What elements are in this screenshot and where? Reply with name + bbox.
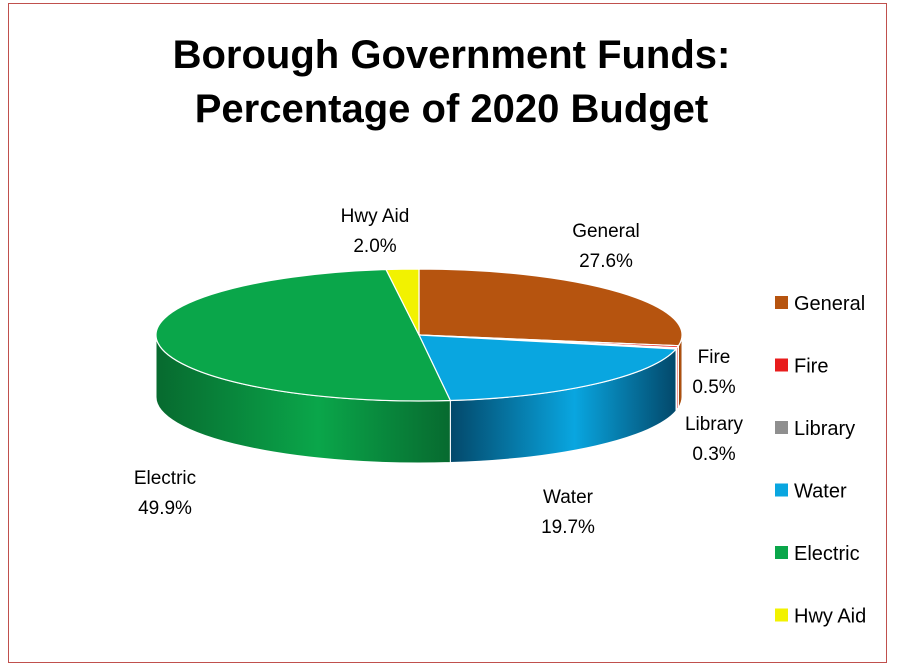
pie-slice-hwy-aid (385, 268, 420, 336)
legend-label-library: Library (794, 418, 855, 440)
chart-title-line-1: Borough Government Funds: (172, 33, 731, 77)
data-label-value-library: 0.3% (692, 444, 735, 465)
legend-label-fire: Fire (794, 356, 828, 378)
data-label-name-electric: Electric (134, 468, 196, 489)
legend: General Fire Library Water Electric Hwy Aid (775, 293, 866, 628)
legend-swatch-water (775, 483, 788, 497)
data-label-name-fire: Fire (698, 347, 731, 368)
pie-slice-electric (155, 268, 452, 402)
legend-label-hwy-aid: Hwy Aid (794, 606, 866, 628)
legend-swatch-library (775, 421, 788, 434)
legend-label-water: Water (794, 481, 847, 503)
data-label-value-fire: 0.5% (692, 377, 735, 398)
data-label-value-general: 27.6% (579, 251, 633, 272)
pie-plot-area (155, 268, 683, 464)
data-label-name-water: Water (543, 487, 594, 508)
legend-swatch-general (775, 296, 788, 309)
data-label-name-general: General (572, 221, 640, 242)
data-label-name-hwy-aid: Hwy Aid (341, 206, 410, 227)
data-label-value-water: 19.7% (541, 517, 595, 538)
legend-swatch-hwy-aid (775, 608, 788, 622)
chart-title: Borough Government Funds: Percentage of … (0, 28, 903, 136)
legend-swatch-fire (775, 358, 788, 372)
data-label-name-library: Library (685, 414, 744, 435)
data-label-value-electric: 49.9% (138, 498, 192, 519)
legend-label-general: General (794, 293, 865, 315)
chart-title-line-2: Percentage of 2020 Budget (194, 87, 709, 131)
legend-swatch-electric (775, 546, 788, 559)
legend-label-electric: Electric (794, 543, 860, 565)
pie-slice-water (418, 334, 678, 402)
data-labels: General 27.6% Fire 0.5% Library 0.3% Water 19.7… (134, 206, 744, 538)
pie-slice-general (418, 268, 683, 347)
data-label-value-hwy-aid: 2.0% (353, 236, 396, 257)
